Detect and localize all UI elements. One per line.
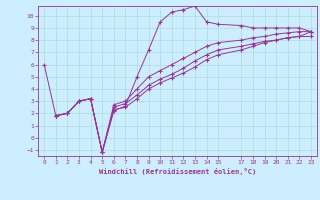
X-axis label: Windchill (Refroidissement éolien,°C): Windchill (Refroidissement éolien,°C): [99, 168, 256, 175]
